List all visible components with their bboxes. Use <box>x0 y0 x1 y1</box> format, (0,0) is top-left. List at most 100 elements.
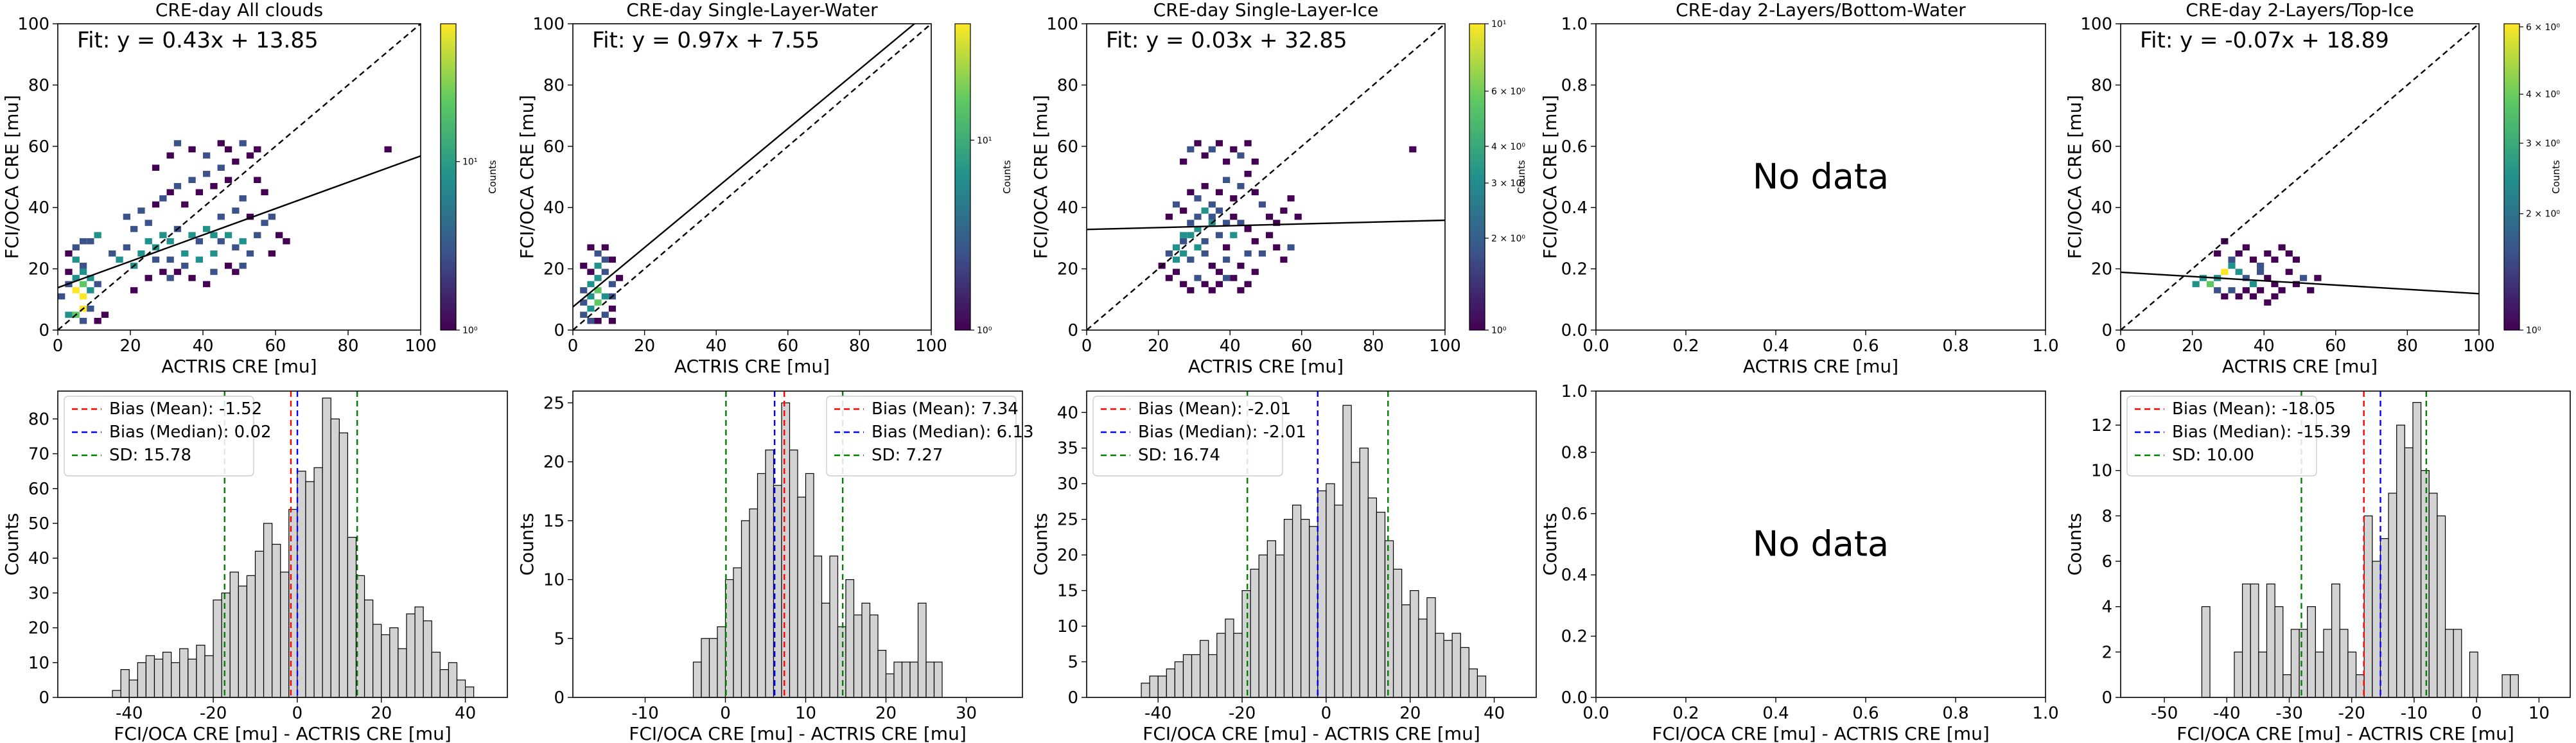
histogram-bar <box>2241 583 2251 698</box>
histogram-bar <box>305 481 315 698</box>
fit-line <box>2121 271 2479 295</box>
heatmap-cell <box>130 225 138 232</box>
heatmap-cell <box>1251 238 1259 245</box>
heatmap-cell <box>181 201 189 208</box>
colorbar-tick-label: 10¹ <box>977 135 992 146</box>
histogram-bar <box>805 473 814 698</box>
heatmap-cell <box>232 244 240 250</box>
heatmap-cell <box>152 201 160 208</box>
panel-title: CRE-day 2-Layers/Top-Ice <box>2186 0 2414 21</box>
y-tick-label: 0.2 <box>1561 627 1588 647</box>
heatmap-panel: CRE-day Single-Layer-Water Fit: y = 0.97x… <box>516 0 947 377</box>
colorbar-gradient <box>954 23 971 331</box>
histogram-bar <box>740 520 750 698</box>
heatmap-cell <box>239 263 247 269</box>
y-tick-label: 20 <box>2091 260 2112 279</box>
heatmap-cell <box>2271 256 2279 263</box>
y-tick-label: 40 <box>543 198 565 218</box>
heatmap-cell <box>1215 189 1223 196</box>
colorbar-label: Counts <box>1001 160 1013 194</box>
histogram-bar <box>2388 493 2397 698</box>
heatmap-cell <box>2235 293 2243 300</box>
y-tick-label: 40 <box>1057 403 1078 423</box>
axes-frame <box>1086 390 1537 698</box>
heatmap-cell <box>116 256 123 263</box>
histogram-bar <box>414 606 424 698</box>
colorbar-gradient <box>440 23 457 331</box>
heatmap-cell <box>232 268 240 275</box>
heatmap-cell <box>2242 275 2250 281</box>
y-tick-label: 25 <box>543 394 565 413</box>
y-tick-label: 0.4 <box>1561 566 1588 585</box>
heatmap-cell <box>1208 287 1216 293</box>
heatmap-cell <box>1287 195 1295 202</box>
histogram-bar <box>901 661 911 698</box>
histogram-bar <box>2234 651 2243 698</box>
histogram-bar <box>2469 651 2478 698</box>
heatmap-cell <box>1165 250 1173 257</box>
heatmap-cell <box>1230 213 1238 220</box>
heatmap-cell <box>1194 275 1202 281</box>
heatmap-cell <box>1215 207 1223 214</box>
heatmap-cell <box>1201 152 1209 159</box>
histogram-bar <box>1326 483 1335 698</box>
heatmap-cell <box>1201 183 1209 189</box>
heatmap-cell <box>587 305 595 312</box>
histogram-bar <box>789 450 798 698</box>
x-tick-label: 40 <box>192 337 213 356</box>
heatmap-cell <box>1215 232 1223 238</box>
histogram-bar <box>2396 424 2405 698</box>
heatmap-cell <box>1230 146 1238 153</box>
heatmap-cell <box>1180 250 1187 257</box>
x-tick-label: 0.4 <box>1762 337 1789 356</box>
heatmap-cell <box>1223 177 1231 184</box>
heatmap-cell <box>2249 281 2257 288</box>
identity-line <box>1087 24 1445 330</box>
histogram-bar <box>885 673 895 698</box>
heatmap-cell <box>181 263 189 269</box>
heatmap-cell <box>181 250 189 257</box>
heatmap-cell <box>188 177 196 184</box>
x-tick-label: 0 <box>2116 337 2126 356</box>
histogram-bar <box>821 602 830 698</box>
colorbar-tick-label: 10⁰ <box>462 326 478 336</box>
heatmap-cell <box>1172 268 1180 275</box>
y-tick-label: 6 <box>2101 552 2112 572</box>
histogram-bar <box>1200 640 1209 698</box>
histogram-bar <box>229 572 239 698</box>
heatmap-cell <box>1237 287 1245 293</box>
heatmap-cell <box>2300 275 2308 281</box>
heatmap-cell <box>1194 213 1202 220</box>
y-tick-label: 40 <box>28 549 49 568</box>
histogram-bar <box>2372 561 2381 698</box>
histogram-bar <box>1334 504 1344 698</box>
axes-frame <box>2120 23 2480 331</box>
colorbar-tick-label: 10⁰ <box>977 326 992 336</box>
heatmap-cell <box>601 256 609 263</box>
heatmap-cell <box>79 238 87 245</box>
heatmap-cell <box>2278 287 2286 293</box>
heatmap-cell <box>580 311 588 318</box>
heatmap-cell <box>2292 281 2300 288</box>
axes-frame <box>57 23 421 331</box>
identity-line <box>573 24 931 330</box>
x-tick-label: -40 <box>116 704 143 723</box>
x-axis-label: ACTRIS CRE [mu] <box>2222 356 2378 377</box>
y-tick-label: 15 <box>1057 582 1078 601</box>
histogram-bar <box>456 679 466 698</box>
heatmap-cell <box>224 146 232 153</box>
histogram-bar <box>2315 651 2324 698</box>
histogram-bar <box>2428 493 2438 698</box>
y-axis-label: FCI/OCA CRE [mu] <box>1030 95 1051 259</box>
x-tick-label: 0.6 <box>1852 704 1879 723</box>
heatmap-cell <box>239 140 247 146</box>
x-tick-label: 40 <box>1220 337 1241 356</box>
heatmap-cell <box>2221 268 2229 275</box>
heatmap-cell <box>594 299 602 306</box>
heatmap-panel: CRE-day Single-Layer-Ice Fit: y = 0.03x +… <box>1030 0 1461 377</box>
x-tick-label: 20 <box>1148 337 1169 356</box>
heatmap-cell <box>1266 213 1274 220</box>
heatmap-cell <box>1280 207 1288 214</box>
